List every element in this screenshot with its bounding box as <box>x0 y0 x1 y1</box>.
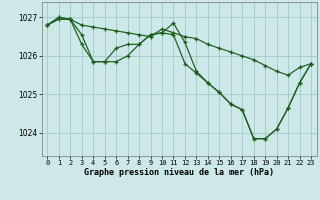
X-axis label: Graphe pression niveau de la mer (hPa): Graphe pression niveau de la mer (hPa) <box>84 168 274 177</box>
